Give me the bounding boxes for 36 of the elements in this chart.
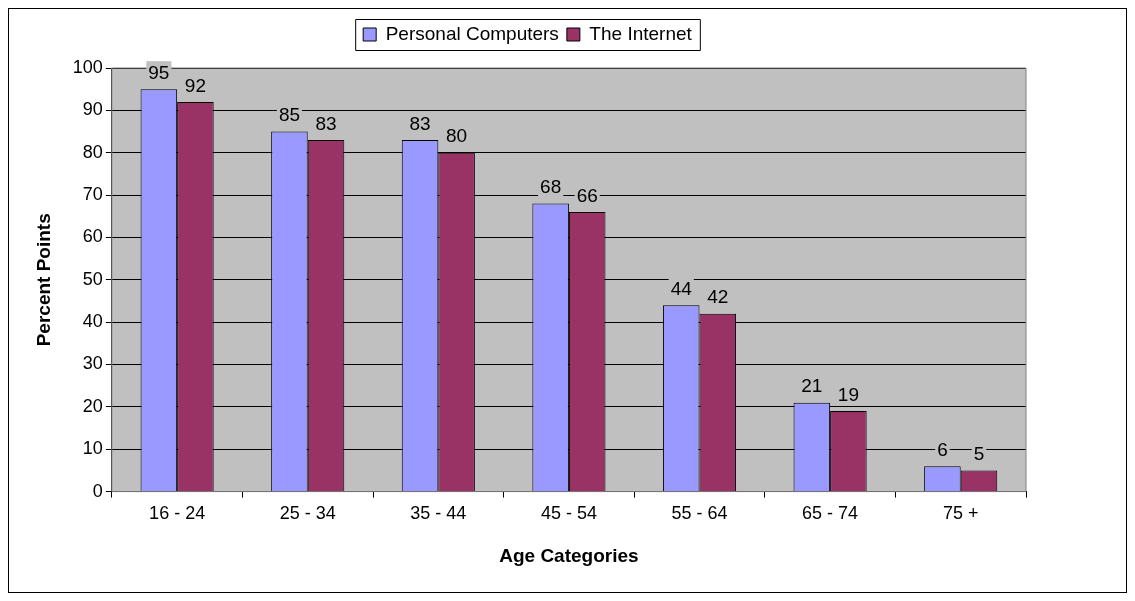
y-tick-label: 100 — [72, 56, 103, 77]
y-tick-label: 60 — [82, 226, 103, 247]
data-label: 83 — [315, 112, 337, 134]
x-tick-label: 35 - 44 — [410, 503, 467, 524]
data-label: 85 — [278, 104, 301, 126]
y-tick-label: 40 — [82, 311, 103, 332]
x-axis-title: Age Categories — [499, 544, 639, 566]
data-label: 44 — [670, 277, 693, 299]
x-tick-label: 75 + — [942, 503, 979, 524]
y-tick-label: 20 — [82, 395, 103, 416]
legend-label: The Internet — [589, 22, 693, 44]
data-label: 95 — [148, 61, 170, 83]
y-tick-label: 90 — [82, 99, 103, 120]
data-label: 19 — [837, 383, 859, 405]
data-label: 68 — [540, 176, 562, 198]
y-tick-label: 10 — [82, 438, 103, 459]
x-tick-label: 25 - 34 — [279, 503, 336, 524]
x-tick-label: 55 - 64 — [671, 503, 728, 524]
x-tick-label: 65 - 74 — [802, 503, 859, 524]
data-label: 5 — [973, 443, 985, 465]
data-label: 80 — [446, 125, 468, 147]
y-tick-label: 50 — [82, 268, 103, 289]
legend-label: Personal Computers — [385, 22, 559, 44]
y-tick-label: 30 — [82, 353, 103, 374]
y-axis-title: Percent Points — [32, 213, 54, 347]
data-label: 66 — [576, 184, 598, 206]
y-tick-label: 0 — [92, 480, 103, 501]
data-label: 6 — [937, 438, 948, 460]
x-tick-label: 16 - 24 — [149, 503, 206, 524]
data-label: 42 — [707, 286, 729, 308]
data-label: 21 — [801, 375, 823, 397]
x-tick-label: 45 - 54 — [540, 503, 597, 524]
data-label: 83 — [409, 112, 431, 134]
y-tick-label: 70 — [82, 184, 103, 205]
y-tick-label: 80 — [82, 141, 103, 162]
data-label: 92 — [184, 74, 206, 96]
